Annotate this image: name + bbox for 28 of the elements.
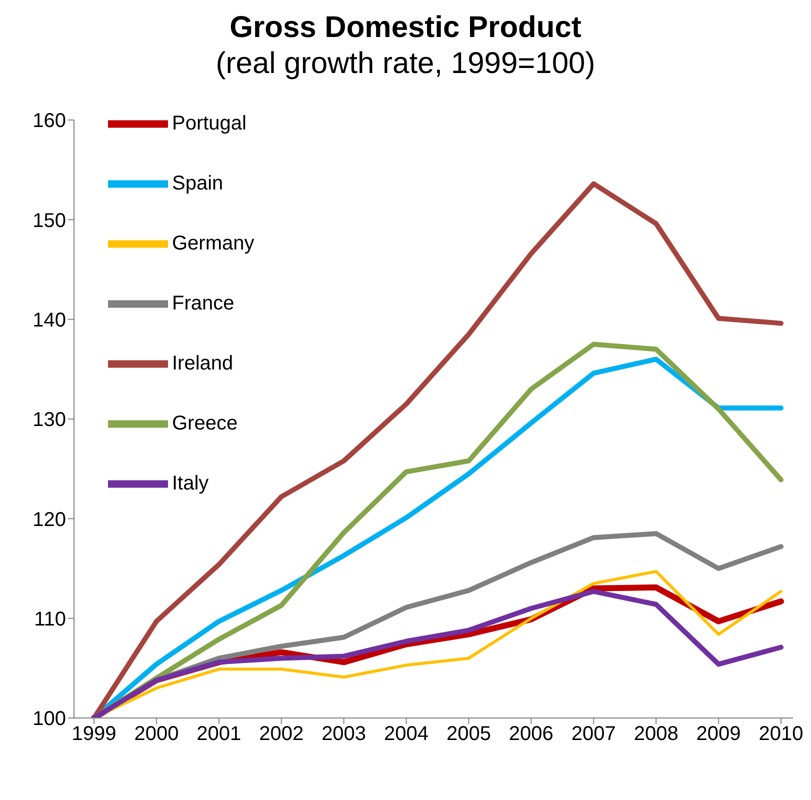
y-tick-label: 130	[32, 409, 66, 432]
x-tick-label: 2003	[322, 723, 366, 746]
legend-label: France	[172, 292, 234, 314]
legend-label: Portugal	[172, 112, 246, 134]
x-tick-label: 2002	[259, 723, 304, 746]
y-tick-label: 160	[32, 110, 66, 132]
y-tick-label: 120	[32, 508, 66, 531]
x-tick-label: 2000	[134, 723, 179, 746]
x-tick-label: 2010	[758, 723, 804, 746]
legend-label: Spain	[172, 172, 224, 194]
legend-label: Germany	[172, 232, 254, 254]
y-tick-label: 150	[32, 210, 66, 232]
x-tick-label: 2001	[196, 723, 242, 746]
x-tick-label: 2007	[571, 723, 616, 746]
y-tick-label: 110	[34, 608, 66, 630]
x-tick-label: 2009	[696, 723, 741, 746]
x-tick-label: 2005	[446, 723, 491, 746]
legend-label: Ireland	[172, 352, 234, 374]
legend-label: Greece	[172, 412, 238, 434]
legend-label: Italy	[172, 472, 209, 494]
x-tick-label: 2008	[634, 723, 678, 746]
x-tick-label: 1999	[72, 723, 116, 746]
x-tick-label: 2004	[384, 723, 429, 746]
x-tick-label: 2006	[508, 723, 554, 746]
y-tick-label: 140	[32, 309, 66, 332]
chart-subtitle: (real growth rate, 1999=100)	[214, 46, 596, 82]
y-tick-label: 100	[32, 708, 66, 730]
chart-title: Gross Domestic Product	[228, 10, 582, 46]
